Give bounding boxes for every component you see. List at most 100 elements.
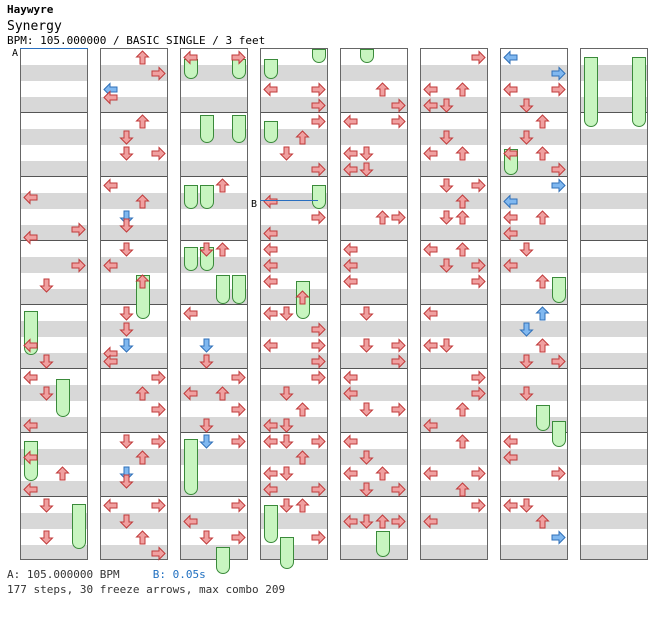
down-arrow-icon	[119, 306, 134, 321]
freeze-arrow	[184, 247, 198, 271]
beat-stripe	[181, 321, 247, 337]
freeze-arrow	[280, 537, 294, 569]
beat-stripe	[181, 289, 247, 305]
down-arrow-icon	[279, 498, 294, 513]
freeze-arrow	[216, 275, 230, 304]
down-arrow-icon	[439, 210, 454, 225]
right-arrow-icon	[311, 530, 326, 545]
up-arrow-icon	[375, 514, 390, 529]
beat-stripe	[581, 129, 647, 145]
left-arrow-icon	[423, 338, 438, 353]
up-arrow-icon	[455, 146, 470, 161]
beat-stripe	[581, 193, 647, 209]
bpm-marker-line	[20, 48, 88, 49]
down-arrow-icon	[39, 278, 54, 293]
measure-line	[581, 112, 647, 113]
beat-stripe	[261, 193, 327, 209]
measure-line	[341, 496, 407, 497]
left-arrow-icon	[423, 418, 438, 433]
beat-stripe	[341, 97, 407, 113]
measure-line	[181, 432, 247, 433]
left-arrow-icon	[343, 274, 358, 289]
right-arrow-icon	[151, 370, 166, 385]
measure-line	[581, 368, 647, 369]
left-arrow-icon	[23, 482, 38, 497]
beat-stripe	[341, 513, 407, 529]
up-arrow-icon	[55, 466, 70, 481]
beat-stripe	[501, 353, 567, 369]
artist-name: Haywyre	[7, 3, 54, 16]
freeze-arrow	[232, 275, 246, 304]
measure-line	[261, 176, 327, 177]
up-arrow-icon	[455, 402, 470, 417]
right-arrow-icon	[471, 498, 486, 513]
measure-line	[181, 304, 247, 305]
up-arrow-icon	[295, 402, 310, 417]
down-arrow-icon	[119, 322, 134, 337]
beat-stripe	[101, 193, 167, 209]
beat-stripe	[421, 97, 487, 113]
right-arrow-icon	[311, 114, 326, 129]
beat-stripe	[101, 289, 167, 305]
left-arrow-icon	[23, 190, 38, 205]
chart-column	[420, 48, 488, 560]
right-arrow-icon	[311, 82, 326, 97]
chart-column	[260, 48, 328, 569]
freeze-arrow	[200, 115, 214, 143]
left-arrow-icon	[183, 306, 198, 321]
beat-stripe	[341, 65, 407, 81]
up-arrow-icon	[375, 82, 390, 97]
up-arrow-icon	[455, 210, 470, 225]
beat-stripe	[261, 97, 327, 113]
measure-line	[21, 432, 87, 433]
measure-line	[181, 496, 247, 497]
freeze-arrow	[536, 405, 550, 431]
down-arrow-icon	[519, 98, 534, 113]
chart-column	[340, 48, 408, 560]
beat-stripe	[581, 321, 647, 337]
beat-stripe	[581, 257, 647, 273]
beat-stripe	[101, 513, 167, 529]
song-title: Synergy	[7, 19, 62, 34]
down-arrow-icon	[359, 482, 374, 497]
down-arrow-icon	[519, 322, 534, 337]
measure-line	[101, 112, 167, 113]
beat-stripe	[261, 225, 327, 241]
measure-line	[421, 432, 487, 433]
down-arrow-icon	[39, 354, 54, 369]
left-arrow-icon	[343, 370, 358, 385]
measure-line	[421, 176, 487, 177]
measure-line	[21, 240, 87, 241]
beat-stripe	[181, 385, 247, 401]
measure-line	[261, 304, 327, 305]
right-arrow-icon	[391, 114, 406, 129]
beat-stripe	[101, 481, 167, 497]
beat-stripe	[181, 513, 247, 529]
measure-line	[501, 304, 567, 305]
beat-stripe	[181, 129, 247, 145]
right-arrow-icon	[471, 178, 486, 193]
right-arrow-icon	[471, 466, 486, 481]
down-arrow-icon	[439, 178, 454, 193]
measure-line	[21, 176, 87, 177]
beat-stripe	[501, 545, 567, 559]
up-arrow-icon	[375, 466, 390, 481]
up-arrow-icon	[295, 498, 310, 513]
beat-stripe	[421, 353, 487, 369]
freeze-arrow	[184, 185, 198, 209]
up-arrow-icon	[535, 274, 550, 289]
measure-line	[101, 240, 167, 241]
chart-column	[180, 48, 248, 574]
measure-line	[341, 112, 407, 113]
up-arrow-icon	[215, 386, 230, 401]
beat-stripe	[261, 161, 327, 177]
left-arrow-icon	[263, 82, 278, 97]
beat-stripe	[501, 385, 567, 401]
beat-stripe	[501, 513, 567, 529]
measure-line	[501, 240, 567, 241]
up-arrow-icon	[135, 450, 150, 465]
right-arrow-icon	[471, 258, 486, 273]
left-arrow-icon	[343, 386, 358, 401]
left-arrow-icon	[183, 50, 198, 65]
beat-stripe	[21, 97, 87, 113]
